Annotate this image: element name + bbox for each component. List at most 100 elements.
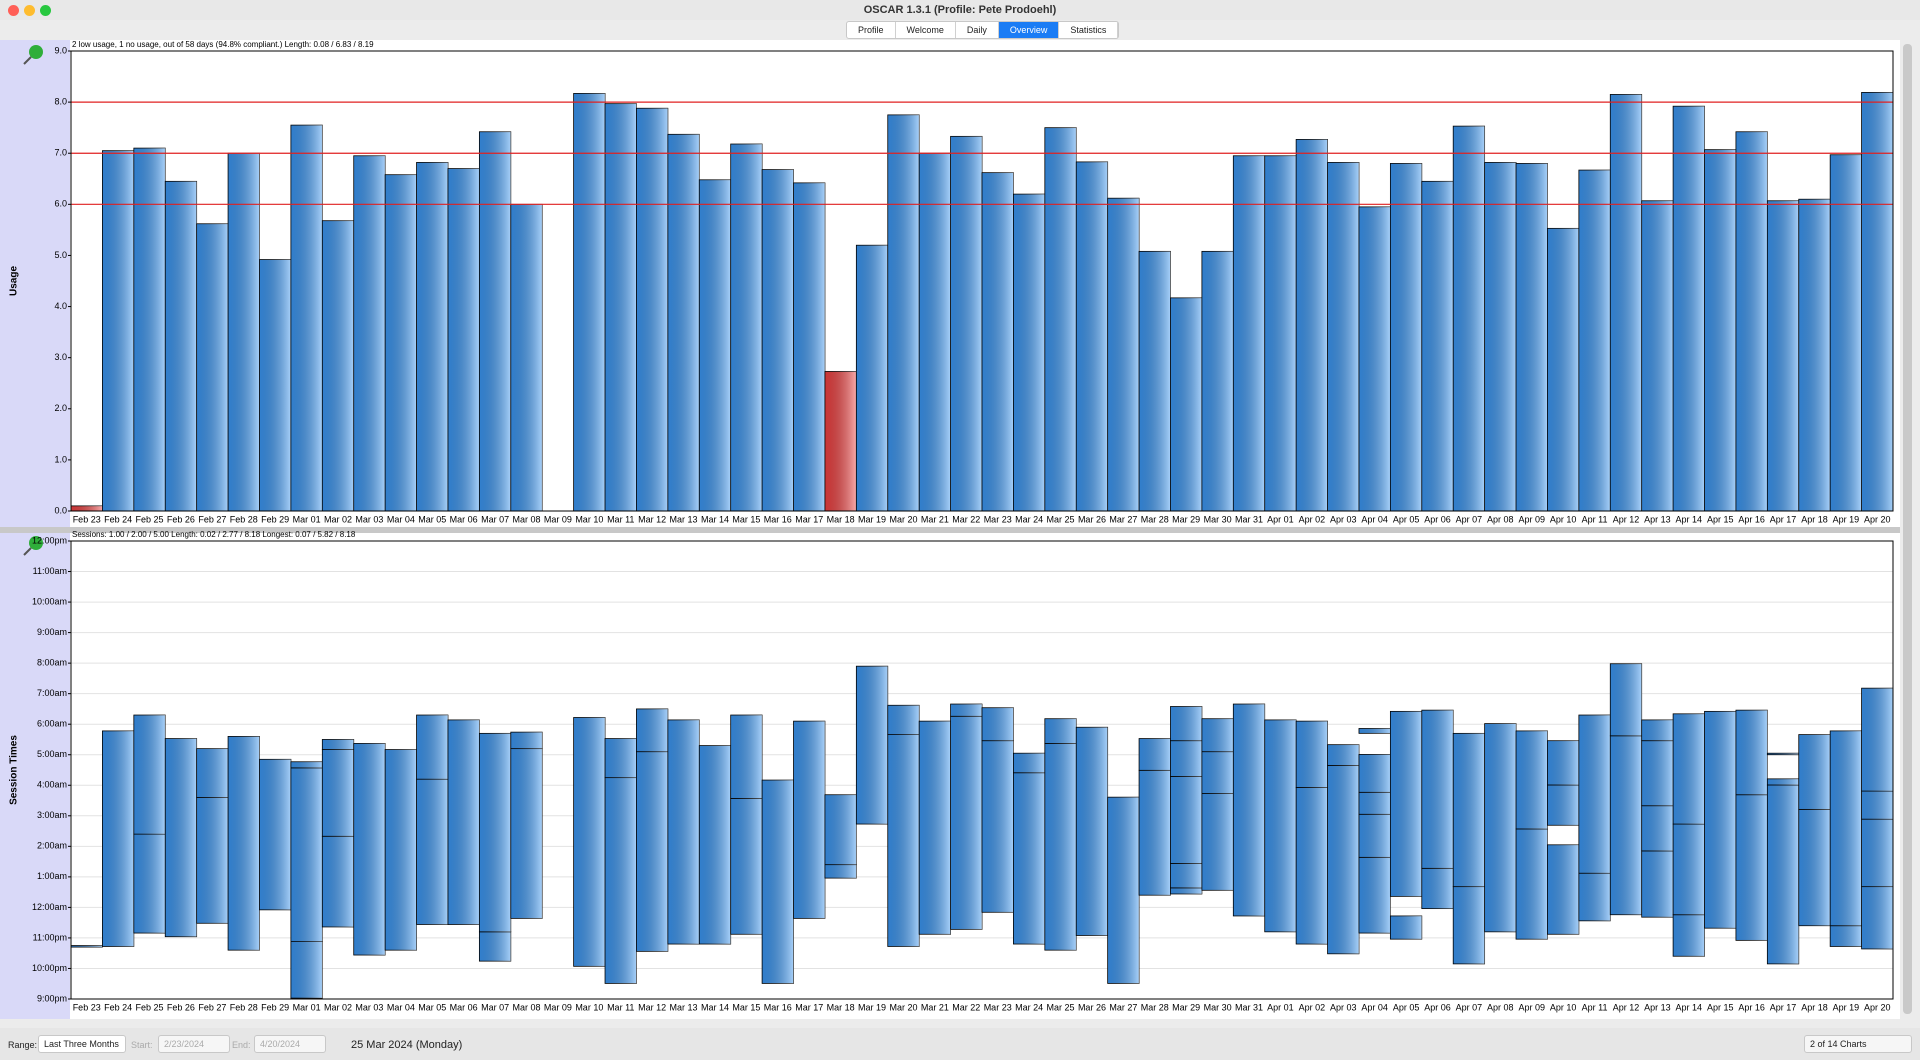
bar-shine [259, 759, 291, 910]
tab[interactable]: Welcome [896, 22, 956, 38]
splitter[interactable] [0, 527, 1900, 533]
tab[interactable]: Daily [956, 22, 999, 38]
x-tick-label: Mar 15 [732, 1002, 760, 1012]
bar-shine [1673, 914, 1705, 957]
bar-shine [1767, 753, 1799, 755]
y-axis-label: Usage [9, 266, 20, 296]
bar-shine [290, 767, 323, 942]
bar-shine [1735, 710, 1768, 795]
bar-shine [1421, 710, 1454, 869]
x-tick-label: Feb 25 [136, 514, 164, 524]
x-tick-label: Apr 19 [1833, 1002, 1860, 1012]
x-tick-label: Mar 23 [984, 1002, 1012, 1012]
x-tick-label: Mar 02 [324, 514, 352, 524]
tab[interactable]: Overview [998, 22, 1060, 38]
pin-icon[interactable] [23, 45, 43, 65]
x-tick-label: Apr 16 [1738, 1002, 1765, 1012]
bar-shine [793, 182, 825, 511]
bar-shine [1578, 873, 1611, 921]
x-tick-label: Mar 11 [607, 1002, 634, 1012]
start-date[interactable]: 2/23/2024 [158, 1035, 230, 1053]
bar-shine [636, 751, 668, 952]
bar-shine [1139, 770, 1171, 896]
bar-shine [1233, 704, 1265, 916]
bar-shine [762, 780, 794, 984]
bar-shine [1767, 200, 1799, 511]
x-tick-label: Apr 19 [1833, 514, 1860, 524]
bar-shine [1264, 719, 1297, 932]
bar-shine [1139, 738, 1171, 771]
bar-shine [1610, 94, 1642, 511]
pin-needle [23, 56, 32, 65]
bar-shine [1830, 925, 1862, 947]
bar-shine [510, 732, 543, 749]
bar-shine [1767, 784, 1799, 964]
bar-shine [1861, 886, 1893, 949]
bar-shine [1201, 793, 1234, 891]
y-tick-label: 5.0 [54, 250, 67, 260]
bar-shine [1390, 163, 1422, 511]
x-tick-label: Feb 27 [198, 514, 226, 524]
bar-shine [196, 748, 229, 798]
x-tick-label: Feb 26 [167, 1002, 195, 1012]
tab[interactable]: Statistics [1059, 22, 1119, 38]
y-tick-label: 11:00am [33, 566, 67, 576]
bar-shine [1201, 251, 1234, 511]
x-tick-label: Apr 09 [1518, 514, 1545, 524]
x-tick-label: Mar 09 [544, 1002, 572, 1012]
x-tick-label: Apr 04 [1361, 1002, 1388, 1012]
bar-shine [196, 223, 229, 511]
x-tick-label: Mar 17 [795, 1002, 823, 1012]
bar-shine [982, 707, 1014, 741]
bar-shine [730, 798, 763, 935]
range-select[interactable]: Last Three Months [38, 1035, 126, 1053]
x-tick-label: Mar 27 [1109, 514, 1137, 524]
bar-shine [1673, 106, 1705, 511]
x-tick-label: Apr 04 [1361, 514, 1388, 524]
x-tick-label: Mar 16 [764, 1002, 792, 1012]
minimize-button[interactable] [24, 5, 35, 16]
x-tick-label: Apr 20 [1864, 1002, 1891, 1012]
x-tick-label: Apr 18 [1801, 514, 1828, 524]
x-tick-label: Apr 03 [1330, 514, 1357, 524]
bar-shine [1767, 778, 1799, 785]
charts-select[interactable]: 2 of 14 Charts [1804, 1035, 1912, 1053]
bar-shine [1013, 194, 1045, 511]
bar-shine [1107, 198, 1140, 511]
x-tick-label: Apr 13 [1644, 1002, 1671, 1012]
x-tick-label: Mar 11 [607, 514, 634, 524]
y-tick-label: 6.0 [54, 199, 67, 209]
scrollbar[interactable] [1903, 44, 1912, 1014]
bar-shine [1170, 863, 1202, 888]
end-date[interactable]: 4/20/2024 [254, 1035, 326, 1053]
bar-shine [605, 777, 637, 984]
zoom-button[interactable] [40, 5, 51, 16]
pin-head [29, 536, 43, 550]
bar-shine [1296, 787, 1328, 945]
bar-shine [1453, 886, 1485, 964]
bar-shine [228, 153, 260, 511]
x-tick-label: Mar 07 [481, 514, 509, 524]
bar-shine [887, 114, 920, 511]
bar-shine [856, 245, 888, 511]
y-tick-label: 10:00am [32, 596, 67, 606]
close-button[interactable] [8, 5, 19, 16]
x-tick-label: Apr 14 [1676, 1002, 1703, 1012]
bar-shine [228, 736, 260, 951]
bar-shine [1201, 751, 1234, 794]
y-tick-label: 8:00am [37, 658, 67, 668]
bar-shine [1861, 819, 1893, 887]
bar-shine [1578, 170, 1611, 512]
tab[interactable]: Profile [847, 22, 896, 38]
bar-shine [699, 179, 731, 512]
bar-shine [1264, 155, 1297, 511]
x-tick-label: Feb 27 [198, 1002, 226, 1012]
x-tick-label: Mar 09 [544, 514, 572, 524]
pin-head [29, 45, 43, 59]
x-tick-label: Mar 08 [512, 514, 540, 524]
x-tick-label: Apr 11 [1582, 1002, 1608, 1012]
x-tick-label: Apr 02 [1299, 514, 1326, 524]
bar-shine [322, 739, 354, 750]
pin-icon[interactable] [23, 536, 43, 556]
